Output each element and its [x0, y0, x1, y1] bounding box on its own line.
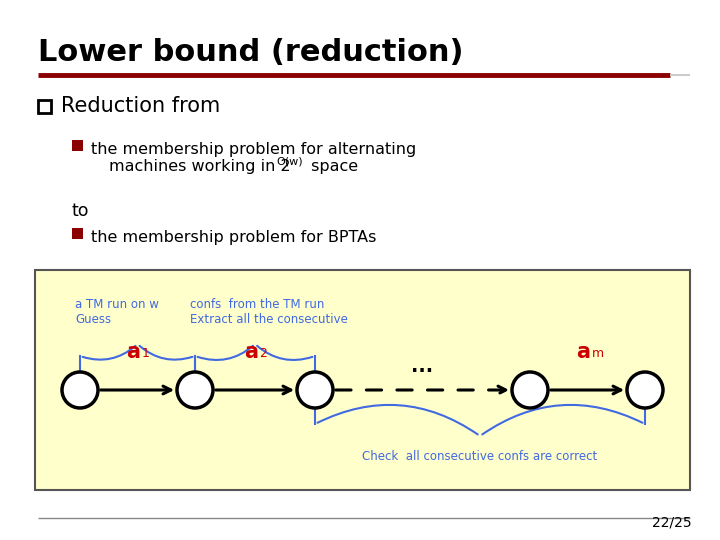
Text: confs  from the TM run: confs from the TM run — [190, 298, 325, 311]
Text: 2: 2 — [259, 347, 267, 360]
Text: 22/25: 22/25 — [652, 516, 692, 530]
Bar — [72, 228, 83, 239]
Text: $\mathbf{a}$: $\mathbf{a}$ — [126, 342, 140, 362]
Text: $\mathbf{a}$: $\mathbf{a}$ — [244, 342, 258, 362]
Text: 1: 1 — [142, 347, 149, 360]
Circle shape — [297, 372, 333, 408]
Bar — [38, 100, 51, 113]
Text: Guess: Guess — [75, 313, 111, 326]
Text: Check  all consecutive confs are correct: Check all consecutive confs are correct — [362, 450, 598, 463]
Circle shape — [627, 372, 663, 408]
Text: the membership problem for BPTAs: the membership problem for BPTAs — [91, 230, 377, 245]
Circle shape — [62, 372, 98, 408]
Text: Reduction from: Reduction from — [61, 97, 220, 117]
Circle shape — [177, 372, 213, 408]
Text: to: to — [72, 202, 89, 220]
Text: ...: ... — [411, 357, 433, 376]
Text: the membership problem for alternating: the membership problem for alternating — [91, 142, 416, 157]
Text: space: space — [306, 159, 358, 174]
Text: Extract all the consecutive: Extract all the consecutive — [190, 313, 348, 326]
Bar — [35, 270, 690, 490]
Text: O(w): O(w) — [276, 157, 302, 167]
Bar — [72, 140, 83, 151]
Circle shape — [512, 372, 548, 408]
Text: Lower bound (reduction): Lower bound (reduction) — [38, 38, 464, 67]
Text: machines working in 2: machines working in 2 — [109, 159, 291, 174]
Text: $\mathbf{a}$: $\mathbf{a}$ — [576, 342, 590, 362]
Text: a TM run on w: a TM run on w — [75, 298, 159, 311]
Text: m: m — [592, 347, 603, 360]
